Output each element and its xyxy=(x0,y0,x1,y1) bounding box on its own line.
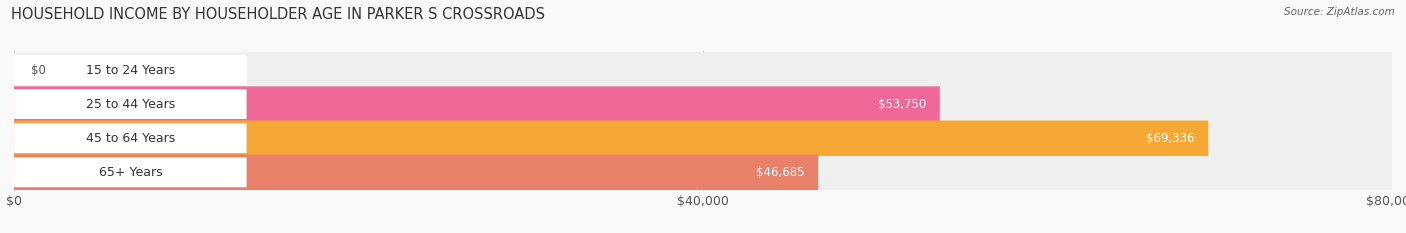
Text: 45 to 64 Years: 45 to 64 Years xyxy=(86,132,174,145)
Text: 65+ Years: 65+ Years xyxy=(98,166,162,179)
Text: $53,750: $53,750 xyxy=(877,98,927,111)
Text: Source: ZipAtlas.com: Source: ZipAtlas.com xyxy=(1284,7,1395,17)
Text: $69,336: $69,336 xyxy=(1146,132,1195,145)
Text: $46,685: $46,685 xyxy=(756,166,804,179)
FancyBboxPatch shape xyxy=(14,86,1392,122)
FancyBboxPatch shape xyxy=(14,154,1392,190)
Text: 15 to 24 Years: 15 to 24 Years xyxy=(86,64,174,76)
Text: HOUSEHOLD INCOME BY HOUSEHOLDER AGE IN PARKER S CROSSROADS: HOUSEHOLD INCOME BY HOUSEHOLDER AGE IN P… xyxy=(11,7,546,22)
FancyBboxPatch shape xyxy=(14,123,246,153)
FancyBboxPatch shape xyxy=(14,52,1392,88)
FancyBboxPatch shape xyxy=(14,86,939,122)
FancyBboxPatch shape xyxy=(14,89,246,119)
Text: 25 to 44 Years: 25 to 44 Years xyxy=(86,98,174,111)
FancyBboxPatch shape xyxy=(14,158,246,187)
FancyBboxPatch shape xyxy=(14,120,1392,156)
FancyBboxPatch shape xyxy=(14,120,1208,156)
FancyBboxPatch shape xyxy=(14,55,246,85)
Text: $0: $0 xyxy=(31,64,46,76)
FancyBboxPatch shape xyxy=(14,154,818,190)
